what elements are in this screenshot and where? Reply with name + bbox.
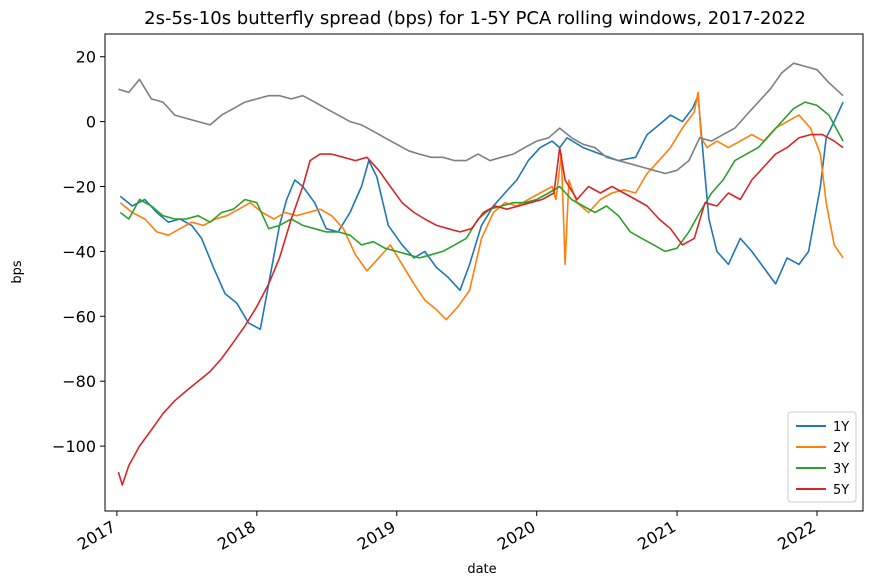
x-tick-label: 2019 [354, 517, 399, 554]
y-tick-label: −20 [62, 178, 96, 197]
series-layer [117, 62, 844, 486]
x-tick-label: 2018 [214, 517, 259, 554]
legend: 1Y 2Y 3Y 5Y [787, 411, 857, 503]
legend-label-1y: 1Y [833, 420, 849, 435]
legend-label-2y: 2Y [833, 441, 849, 456]
x-tick-label: 2020 [494, 517, 539, 554]
x-tick-label: 2017 [74, 517, 119, 554]
y-tick-label: 0 [86, 113, 96, 132]
legend-label-3y: 3Y [833, 462, 849, 477]
y-axis: 20 0 −20 −40 −60 −80 −100 [52, 48, 105, 456]
y-tick-label: 20 [76, 48, 96, 67]
x-axis: 2017 2018 2019 2020 2021 2022 [74, 511, 819, 554]
y-axis-label: bps [10, 260, 25, 284]
chart-title: 2s-5s-10s butterfly spread (bps) for 1-5… [144, 8, 806, 29]
x-tick-label: 2022 [774, 517, 819, 554]
series-line-unlabeled-4 [118, 62, 844, 175]
y-tick-label: −40 [62, 242, 96, 261]
x-tick-label: 2021 [634, 517, 679, 554]
plot-area [104, 33, 864, 512]
y-tick-label: −100 [52, 437, 96, 456]
legend-box [787, 411, 857, 503]
series-line-5y [117, 133, 844, 486]
x-axis-label: date [467, 562, 496, 577]
series-line-1y [119, 94, 844, 331]
y-tick-label: −60 [62, 307, 96, 326]
legend-label-5y: 5Y [833, 483, 849, 498]
y-tick-label: −80 [62, 372, 96, 391]
